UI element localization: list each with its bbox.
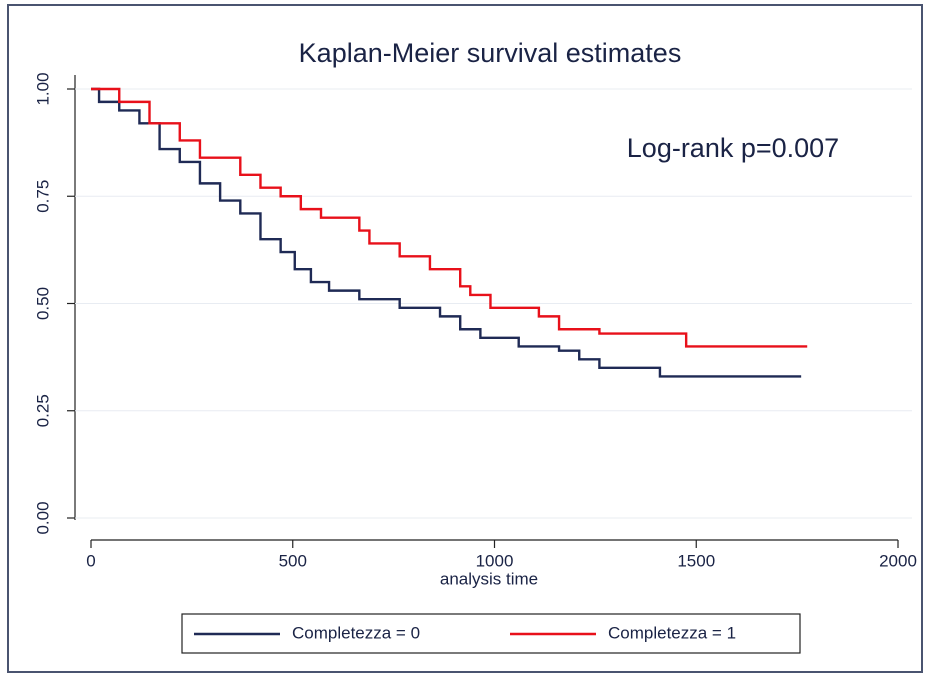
frame bbox=[7, 4, 923, 673]
y-tick-label: 0.25 bbox=[33, 394, 52, 427]
chart-title: Kaplan-Meier survival estimates bbox=[299, 38, 682, 68]
x-tick-label: 1500 bbox=[677, 551, 715, 570]
survival-curve bbox=[91, 87, 808, 348]
x-tick-label: 1000 bbox=[476, 551, 514, 570]
x-axis-label: analysis time bbox=[440, 569, 538, 588]
legend-label: Completezza = 0 bbox=[292, 623, 420, 642]
y-tick-label: 1.00 bbox=[33, 72, 52, 105]
x-tick-label: 0 bbox=[86, 551, 95, 570]
x-tick-label: 500 bbox=[279, 551, 307, 570]
y-tick-label: 0.75 bbox=[33, 180, 52, 213]
y-tick-label: 0.00 bbox=[33, 501, 52, 534]
legend-label: Completezza = 1 bbox=[608, 623, 736, 642]
x-tick-label: 2000 bbox=[879, 551, 917, 570]
legend bbox=[181, 613, 801, 654]
y-tick-label: 0.50 bbox=[33, 287, 52, 320]
survival-curve bbox=[91, 87, 802, 378]
annotation: Log-rank p=0.007 bbox=[627, 133, 839, 163]
